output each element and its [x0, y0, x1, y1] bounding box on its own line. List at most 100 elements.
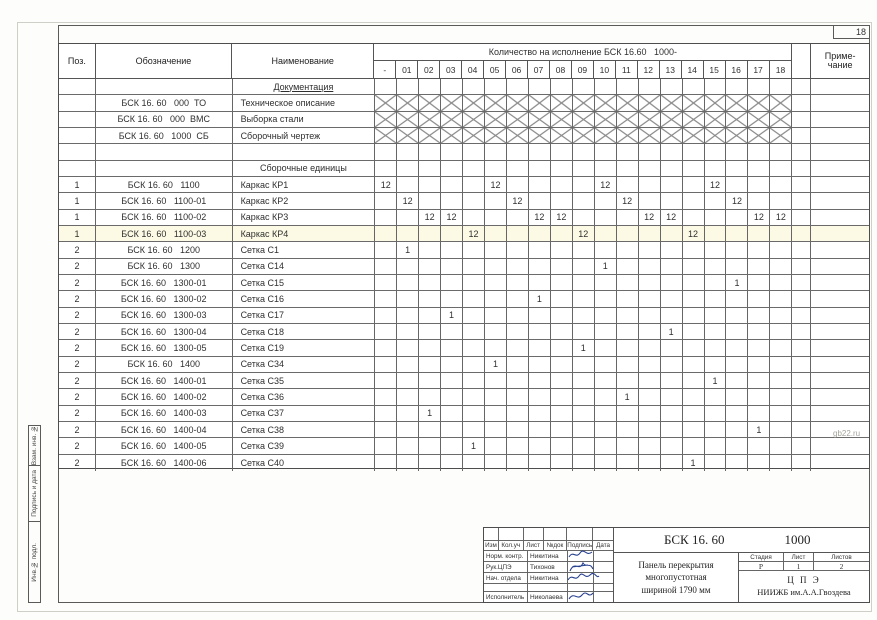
qty-column-header: 14	[682, 61, 704, 78]
qty-cell	[375, 291, 398, 307]
spacer-cell	[792, 372, 812, 389]
qty-cell	[419, 438, 442, 454]
qty-cell	[726, 291, 749, 307]
qty-cell	[441, 79, 464, 95]
pos-cell: 2	[59, 242, 96, 258]
qty-cell	[661, 372, 683, 389]
qty-cell	[375, 242, 398, 258]
qty-cell	[639, 225, 661, 242]
qty-cell	[551, 421, 573, 438]
qty-cell	[463, 258, 485, 274]
qty-cell	[726, 323, 749, 340]
qty-cell	[463, 372, 485, 389]
spacer-cell	[792, 242, 812, 258]
qty-cell	[682, 111, 705, 127]
qty-cell	[595, 405, 617, 421]
qty-cell	[419, 307, 442, 323]
name-cell: Сетка С19	[233, 340, 376, 356]
qty-cell	[375, 438, 398, 454]
qty-cell	[529, 340, 551, 356]
qty-cell: 12	[507, 193, 529, 209]
qty-cell	[617, 274, 639, 291]
qty-cell	[726, 258, 749, 274]
qty-cell	[507, 225, 529, 242]
table-body: Документация БСК 16. 60 000 ТО Техническое…	[59, 79, 869, 471]
paper-edge-border	[17, 22, 872, 612]
qty-column-header: 16	[726, 61, 748, 78]
designation-cell: БСК 16. 60 1300-02	[96, 291, 233, 307]
name-cell: Сетка С40	[233, 454, 376, 471]
name-cell: Сетка С15	[233, 274, 376, 291]
qty-cell	[595, 274, 617, 291]
qty-cell	[770, 242, 793, 258]
qty-cell	[748, 242, 771, 258]
qty-cell	[573, 242, 595, 258]
qty-cell: 12	[375, 176, 398, 193]
qty-cell	[507, 176, 529, 193]
qty-cell	[639, 176, 661, 193]
qty-cell	[748, 340, 771, 356]
qty-cell	[463, 111, 485, 127]
qty-cell	[573, 389, 595, 405]
qty-cell	[595, 225, 617, 242]
qty-cell	[617, 421, 639, 438]
qty-cell: 1	[683, 454, 705, 471]
qty-cell	[441, 356, 464, 372]
qty-column-header: 07	[528, 61, 550, 78]
qty-cell	[748, 258, 771, 274]
qty-cell	[441, 274, 464, 291]
qty-column-header: 05	[484, 61, 507, 78]
qty-cell	[551, 176, 573, 193]
qty-cell	[748, 307, 771, 323]
designation-cell: БСК 16. 60 1400-04	[96, 421, 233, 438]
qty-cell	[683, 340, 705, 356]
qty-cell	[397, 323, 420, 340]
qty-cell	[397, 274, 420, 291]
qty-cell	[529, 160, 551, 176]
qty-cell	[617, 454, 639, 471]
name-cell: Сетка С38	[233, 421, 376, 438]
qty-cell	[573, 176, 595, 193]
qty-cell	[705, 405, 727, 421]
qty-cell	[726, 307, 749, 323]
qty-cell	[551, 356, 573, 372]
qty-cell	[463, 274, 485, 291]
qty-cell	[595, 209, 617, 225]
qty-cell	[617, 372, 639, 389]
spec-row: 2 БСК 16. 60 1400-01 Сетка С35 1	[59, 372, 869, 390]
spacer-cell	[792, 79, 812, 95]
qty-cell	[506, 111, 529, 127]
note-cell	[811, 438, 869, 453]
qty-cell: 12	[683, 225, 705, 242]
qty-cell	[375, 127, 398, 144]
qty-cell	[661, 307, 683, 323]
pos-cell	[59, 160, 96, 176]
qty-cell	[726, 111, 749, 127]
qty-cell	[770, 95, 793, 111]
qty-cell	[551, 291, 573, 307]
pos-cell: 2	[59, 421, 96, 438]
pos-cell: 2	[59, 340, 96, 356]
qty-cell: 12	[661, 209, 683, 225]
qty-cell	[770, 258, 793, 274]
qty-cell	[485, 307, 507, 323]
note-cell	[811, 193, 869, 208]
side-label-box: Подпись и дата	[29, 466, 40, 522]
name-cell: Сетка С35	[233, 372, 376, 389]
qty-cell: 12	[463, 225, 485, 242]
qty-cell	[485, 225, 507, 242]
qty-cell	[683, 193, 705, 209]
name-cell: Сетка С1	[233, 242, 376, 258]
spec-row: 2 БСК 16. 60 1200 Сетка С1 1	[59, 242, 869, 259]
qty-cell	[573, 160, 595, 176]
qty-cell: 1	[441, 307, 464, 323]
designation-cell: БСК 16. 60 1400-05	[96, 438, 233, 454]
qty-cell	[441, 242, 464, 258]
qty-cell	[397, 111, 420, 127]
designation-cell: БСК 16. 60 1000 СБ	[96, 127, 233, 144]
qty-cell: 1	[463, 438, 485, 454]
qty-cell	[661, 176, 683, 193]
signature-scribble	[567, 572, 600, 581]
note-cell	[811, 406, 869, 421]
qty-cell	[705, 274, 727, 291]
